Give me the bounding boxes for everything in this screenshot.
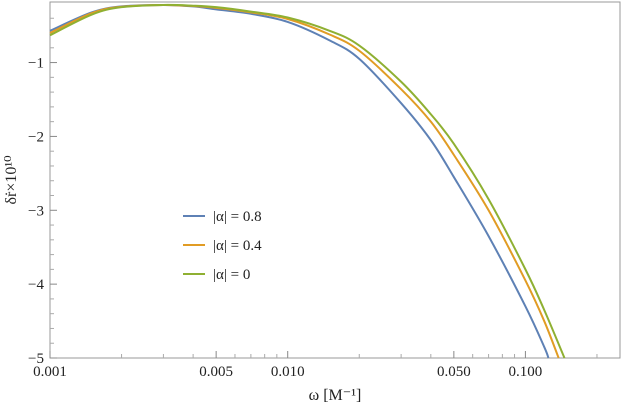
y-tick-label: −5 bbox=[28, 351, 44, 367]
series-line-2 bbox=[49, 3, 566, 359]
x-tick-label: 0.050 bbox=[437, 364, 471, 380]
x-tick-label: 0.100 bbox=[509, 364, 543, 380]
y-tick-label: −3 bbox=[28, 203, 44, 219]
x-axis-label: ω [M⁻¹] bbox=[309, 387, 362, 404]
legend-label: |α| = 0 bbox=[213, 267, 250, 283]
series-line-1 bbox=[49, 3, 560, 359]
y-tick-label: −2 bbox=[28, 129, 44, 145]
plot-frame bbox=[49, 1, 621, 359]
x-tick-label: 0.010 bbox=[271, 364, 305, 380]
y-axis-ticks: −1 −2 −3 −4 −5 bbox=[28, 17, 57, 367]
legend-label: |α| = 0.4 bbox=[213, 238, 262, 254]
y-tick-label: −4 bbox=[28, 277, 44, 293]
legend-label: |α| = 0.8 bbox=[213, 209, 262, 225]
plot-area-border bbox=[49, 1, 621, 359]
series-line-0 bbox=[49, 3, 550, 359]
y-axis-label: δṙ×10¹⁰ bbox=[3, 155, 20, 204]
x-tick-label: 0.005 bbox=[199, 364, 233, 380]
x-tick-label: 0.001 bbox=[33, 364, 67, 380]
x-axis-ticks: 0.001 0.005 0.010 0.050 0.100 bbox=[33, 351, 598, 380]
legend: |α| = 0.8 |α| = 0.4 |α| = 0 bbox=[183, 209, 262, 283]
series-lines bbox=[49, 3, 566, 359]
y-tick-label: −1 bbox=[28, 56, 44, 72]
